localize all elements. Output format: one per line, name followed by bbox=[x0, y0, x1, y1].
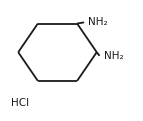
Text: HCl: HCl bbox=[11, 98, 29, 108]
Text: NH₂: NH₂ bbox=[88, 17, 108, 27]
Text: NH₂: NH₂ bbox=[104, 51, 123, 61]
